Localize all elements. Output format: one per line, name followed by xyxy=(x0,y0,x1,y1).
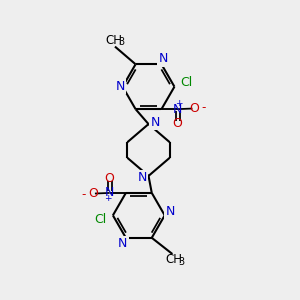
Text: N: N xyxy=(118,237,128,250)
Text: -: - xyxy=(82,188,86,201)
Text: Cl: Cl xyxy=(181,76,193,89)
Text: N: N xyxy=(150,116,160,129)
Text: CH: CH xyxy=(165,254,182,266)
Text: Cl: Cl xyxy=(94,213,107,226)
Text: N: N xyxy=(158,52,168,65)
Text: O: O xyxy=(189,102,199,115)
Text: O: O xyxy=(105,172,115,185)
Text: 3: 3 xyxy=(118,38,124,47)
Text: 3: 3 xyxy=(179,257,185,267)
Text: N: N xyxy=(150,116,160,129)
Text: N: N xyxy=(158,52,168,65)
Text: N: N xyxy=(116,80,125,93)
Text: N: N xyxy=(105,186,114,200)
Text: +: + xyxy=(104,194,112,203)
Text: N: N xyxy=(137,171,147,184)
Text: N: N xyxy=(118,237,128,250)
Text: N: N xyxy=(165,205,175,218)
Text: O: O xyxy=(173,117,183,130)
Text: CH: CH xyxy=(105,34,122,47)
Text: -: - xyxy=(201,101,206,114)
Text: O: O xyxy=(88,187,98,200)
Text: +: + xyxy=(176,99,183,108)
Text: N: N xyxy=(137,171,147,184)
Text: N: N xyxy=(173,103,182,116)
Text: N: N xyxy=(165,205,175,218)
Text: N: N xyxy=(116,80,125,93)
